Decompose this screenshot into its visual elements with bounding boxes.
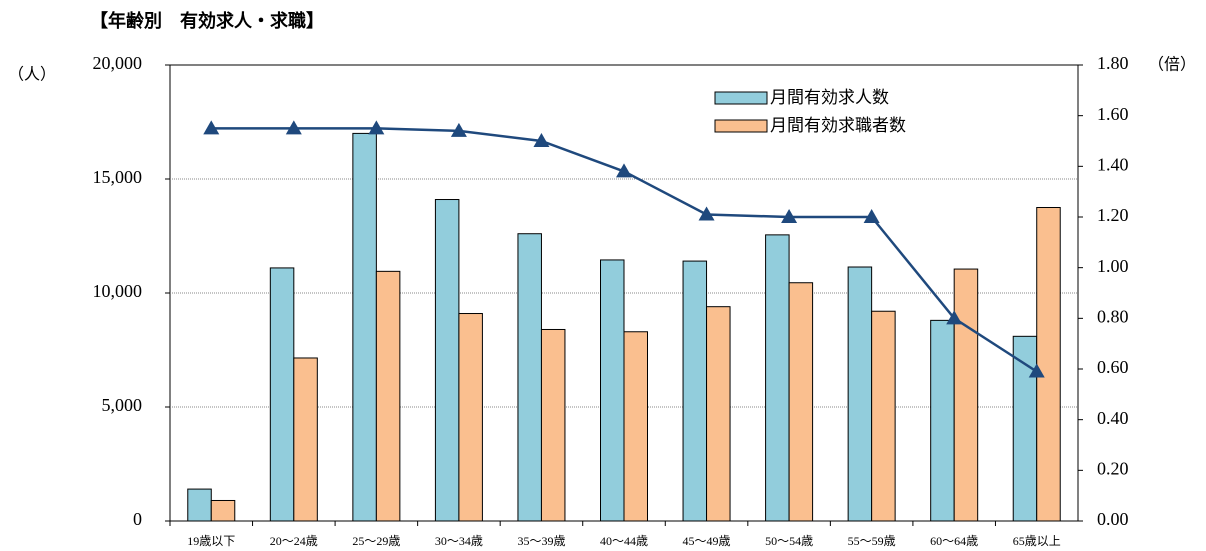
x-tick-label: 40～44歳 xyxy=(600,534,648,548)
bar xyxy=(517,233,542,522)
y2-tick-label: 1.40 xyxy=(1097,154,1129,174)
bar xyxy=(187,488,212,522)
y2-tick-label: 1.00 xyxy=(1097,256,1129,276)
bar xyxy=(788,282,814,522)
y2-tick-label: 0.60 xyxy=(1097,357,1129,377)
bar xyxy=(682,260,708,522)
y-tick-label: 0 xyxy=(133,509,142,529)
bar xyxy=(765,234,790,522)
marker xyxy=(698,206,715,221)
bar xyxy=(600,259,625,522)
bar xyxy=(434,199,460,522)
x-tick-label: 65歳以上 xyxy=(1013,534,1061,548)
bar xyxy=(871,310,896,522)
y-unit: （人） xyxy=(8,66,56,84)
x-tick-label: 25～29歳 xyxy=(352,534,400,548)
x-tick-label: 60～64歳 xyxy=(930,534,978,548)
bar xyxy=(458,313,483,522)
y-tick-label: 20,000 xyxy=(93,53,143,73)
marker xyxy=(533,133,550,147)
marker xyxy=(616,163,632,178)
legend-swatch xyxy=(714,119,768,133)
marker xyxy=(1028,363,1045,378)
x-tick-label: 55～59歳 xyxy=(848,534,896,548)
x-tick-label: 35～39歳 xyxy=(517,534,565,548)
marker xyxy=(781,209,798,223)
bar xyxy=(352,132,377,522)
bar xyxy=(953,268,979,522)
chart-title: 【年齢別 有効求人・求職】 xyxy=(90,10,324,32)
marker xyxy=(285,120,302,135)
y2-tick-label: 1.20 xyxy=(1097,205,1129,225)
y2-tick-label: 1.60 xyxy=(1097,104,1129,124)
bar xyxy=(293,357,318,522)
y-tick-label: 10,000 xyxy=(93,281,143,301)
legend-label: 月間有効求人数 xyxy=(770,88,889,108)
y-tick-label: 5,000 xyxy=(102,395,143,415)
marker xyxy=(368,120,385,135)
marker xyxy=(863,209,880,223)
bar xyxy=(375,270,401,522)
x-tick-label: 30～34歳 xyxy=(435,534,483,548)
marker xyxy=(203,120,220,135)
bar xyxy=(269,267,295,522)
bar xyxy=(847,266,873,522)
bar xyxy=(623,331,648,522)
y2-unit: （倍） xyxy=(1148,56,1196,74)
marker xyxy=(946,310,963,325)
legend-label: 月間有効求職者数 xyxy=(770,116,906,136)
legend-swatch xyxy=(714,91,768,105)
y2-tick-label: 0.40 xyxy=(1097,408,1129,428)
bar xyxy=(210,499,236,522)
y2-tick-label: 0.00 xyxy=(1097,509,1129,529)
x-tick-label: 19歳以下 xyxy=(187,534,235,548)
x-tick-label: 45～49歳 xyxy=(683,534,731,548)
bar xyxy=(1036,207,1061,522)
x-tick-label: 50～54歳 xyxy=(765,534,813,548)
y2-tick-label: 1.80 xyxy=(1097,53,1129,73)
y2-tick-label: 0.20 xyxy=(1097,458,1129,478)
bar xyxy=(930,319,955,522)
marker xyxy=(450,122,467,137)
bar xyxy=(706,306,731,522)
bar xyxy=(540,328,566,522)
x-tick-label: 20～24歳 xyxy=(270,534,318,548)
y-tick-label: 15,000 xyxy=(93,167,143,187)
y2-tick-label: 0.80 xyxy=(1097,306,1129,326)
